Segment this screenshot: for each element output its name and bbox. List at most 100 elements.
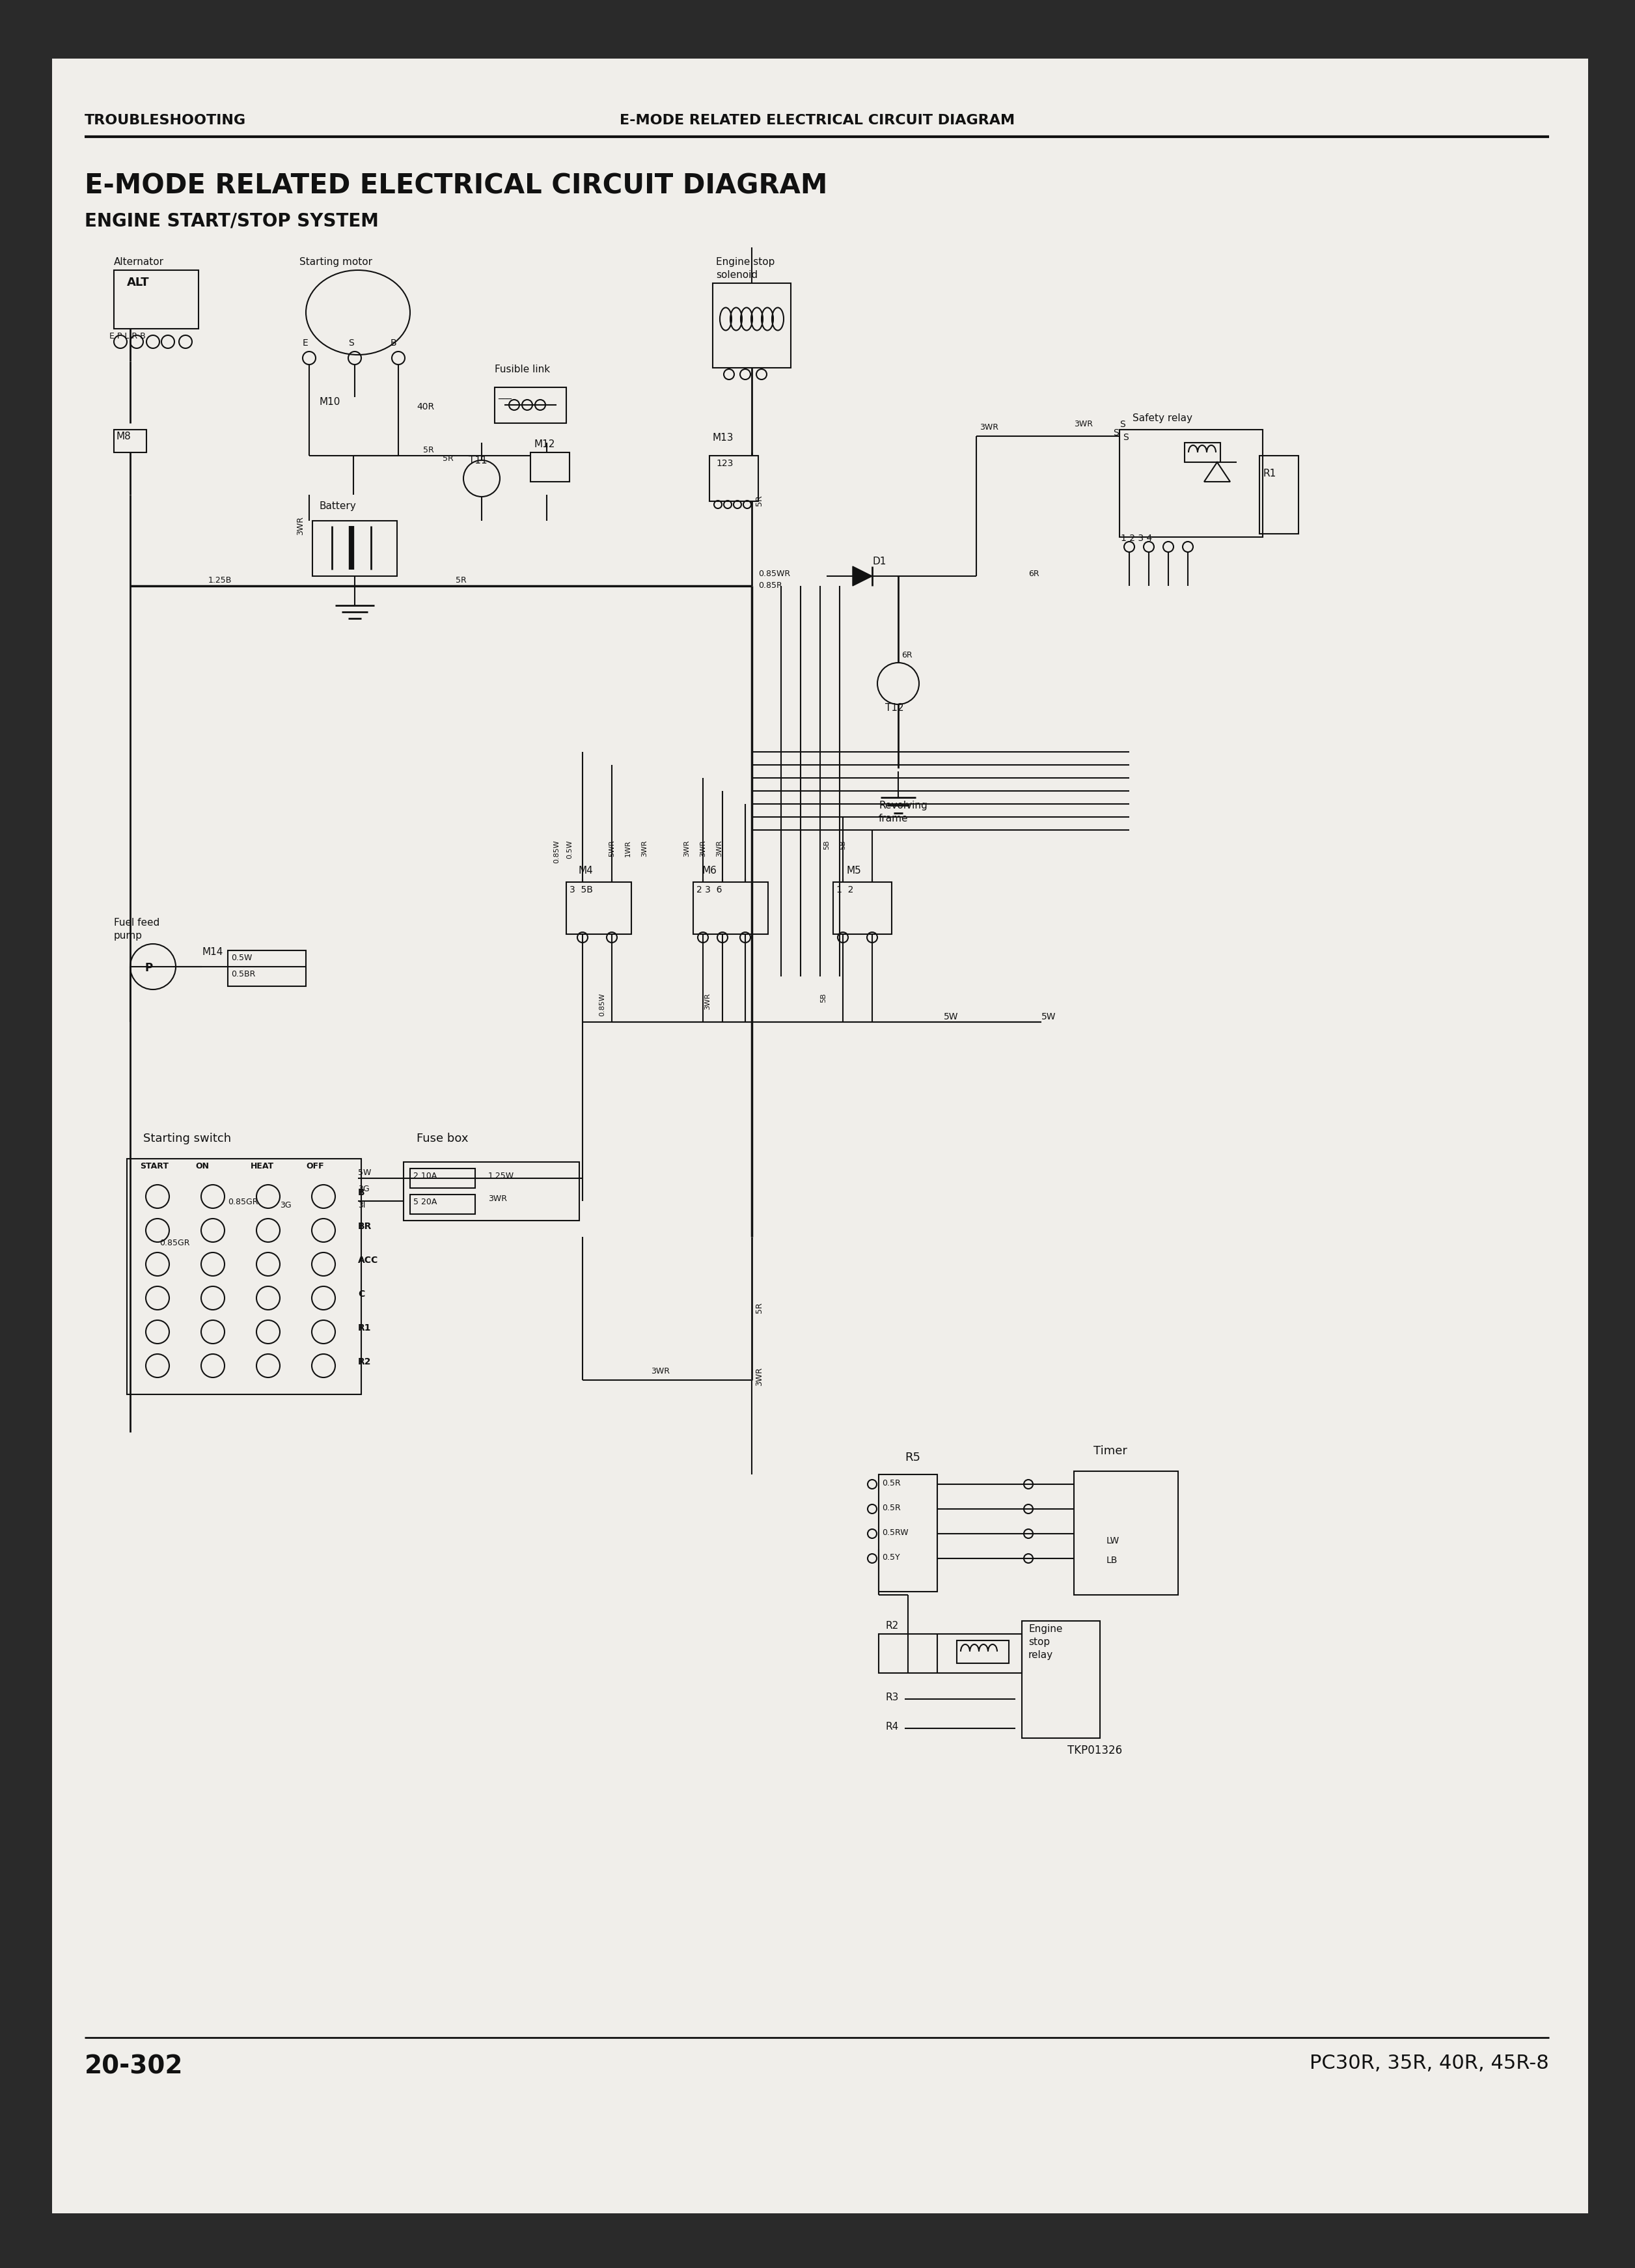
Bar: [1022, 1622, 1100, 1737]
Bar: [878, 1633, 1022, 1674]
Text: E: E: [302, 338, 309, 347]
Text: 1.25B: 1.25B: [208, 576, 232, 585]
Bar: [410, 1195, 476, 1213]
Text: Revolving: Revolving: [878, 801, 927, 810]
Text: 1  2: 1 2: [837, 885, 853, 894]
Text: 5B: 5B: [840, 839, 847, 848]
Text: S: S: [1120, 420, 1125, 429]
Bar: [530, 451, 569, 481]
Bar: [693, 882, 768, 934]
Text: E-MODE RELATED ELECTRICAL CIRCUIT DIAGRAM: E-MODE RELATED ELECTRICAL CIRCUIT DIAGRA…: [620, 113, 1015, 127]
Text: 3WR: 3WR: [651, 1368, 670, 1374]
Text: 6R: 6R: [901, 651, 912, 660]
Text: Engine stop: Engine stop: [716, 256, 775, 268]
Text: D1: D1: [871, 556, 886, 567]
Text: 3WR: 3WR: [489, 1195, 507, 1202]
Text: pump: pump: [114, 930, 142, 941]
Text: stop: stop: [1028, 1637, 1050, 1647]
Text: 5WR: 5WR: [608, 839, 615, 857]
Text: 0.5RW: 0.5RW: [881, 1529, 909, 1538]
Text: 0.5BR: 0.5BR: [231, 971, 255, 978]
Text: E-MODE RELATED ELECTRICAL CIRCUIT DIAGRAM: E-MODE RELATED ELECTRICAL CIRCUIT DIAGRA…: [85, 172, 827, 200]
Bar: [128, 1159, 361, 1395]
Text: Fuse box: Fuse box: [417, 1132, 468, 1145]
Text: R1: R1: [1262, 469, 1275, 479]
Text: 5B: 5B: [821, 993, 827, 1002]
Text: C: C: [358, 1290, 365, 1300]
Text: R1: R1: [358, 1325, 371, 1334]
Text: 0.85WR: 0.85WR: [759, 569, 790, 578]
Text: Battery: Battery: [319, 501, 356, 510]
Bar: [878, 1474, 937, 1592]
Text: P: P: [144, 962, 152, 973]
Text: 2 10A: 2 10A: [414, 1173, 437, 1179]
Text: M8: M8: [116, 431, 131, 442]
Bar: [1120, 429, 1262, 538]
Text: M4: M4: [579, 866, 594, 875]
Text: frame: frame: [878, 814, 909, 823]
Text: 2 3  6: 2 3 6: [697, 885, 723, 894]
Text: M5: M5: [847, 866, 862, 875]
Text: ENGINE START/STOP SYSTEM: ENGINE START/STOP SYSTEM: [85, 211, 379, 229]
Text: 3  5B: 3 5B: [569, 885, 594, 894]
Bar: [114, 429, 147, 451]
Text: 3WR: 3WR: [683, 839, 690, 857]
Text: S: S: [348, 338, 353, 347]
Polygon shape: [852, 567, 871, 585]
Text: T12: T12: [885, 703, 904, 712]
Text: 5R: 5R: [443, 454, 453, 463]
Text: Starting motor: Starting motor: [299, 256, 373, 268]
Bar: [1185, 442, 1220, 463]
Text: 3WR: 3WR: [755, 1368, 764, 1386]
Text: 3G: 3G: [358, 1184, 370, 1193]
Text: 40R: 40R: [417, 401, 435, 411]
Text: PC30R, 35R, 40R, 45R-8: PC30R, 35R, 40R, 45R-8: [1310, 2055, 1548, 2073]
Bar: [1259, 456, 1298, 533]
Text: B: B: [391, 338, 397, 347]
Text: 0.5Y: 0.5Y: [881, 1554, 899, 1563]
Text: R3: R3: [885, 1692, 899, 1703]
Bar: [114, 270, 198, 329]
Bar: [956, 1640, 1009, 1662]
Text: START: START: [141, 1161, 168, 1170]
Text: 1 2 3 4: 1 2 3 4: [1122, 533, 1153, 542]
Text: LW: LW: [1107, 1535, 1120, 1545]
Text: relay: relay: [1028, 1651, 1053, 1660]
Text: ON: ON: [195, 1161, 209, 1170]
Text: 0.5W: 0.5W: [566, 839, 572, 857]
Text: 5R: 5R: [423, 447, 433, 454]
Text: 5B: 5B: [824, 839, 831, 848]
Bar: [566, 882, 631, 934]
Text: 3l: 3l: [358, 1202, 365, 1209]
Text: 3WR: 3WR: [705, 993, 711, 1009]
Text: ___: ___: [499, 390, 512, 399]
Text: 3WR: 3WR: [641, 839, 647, 857]
Text: M12: M12: [533, 440, 554, 449]
Text: S: S: [1113, 429, 1118, 438]
Text: ALT: ALT: [128, 277, 149, 288]
Text: 3WR: 3WR: [979, 424, 999, 431]
Text: TROUBLESHOOTING: TROUBLESHOOTING: [85, 113, 247, 127]
Text: M6: M6: [701, 866, 716, 875]
Text: 0.85W: 0.85W: [598, 993, 605, 1016]
Text: M13: M13: [713, 433, 734, 442]
Text: 1.25W: 1.25W: [489, 1173, 515, 1179]
Text: Safety relay: Safety relay: [1133, 413, 1192, 424]
Text: B: B: [358, 1188, 365, 1198]
Bar: [713, 284, 791, 367]
Bar: [710, 456, 759, 501]
Text: Fuel feed: Fuel feed: [114, 919, 160, 928]
Text: 5W: 5W: [943, 1012, 958, 1021]
Text: E P L R B: E P L R B: [110, 331, 146, 340]
Text: BR: BR: [358, 1222, 371, 1232]
Text: R5: R5: [904, 1452, 921, 1463]
Text: S: S: [1123, 433, 1128, 442]
Text: 0.85GR: 0.85GR: [160, 1238, 190, 1247]
Bar: [227, 950, 306, 987]
Text: 0.5W: 0.5W: [231, 953, 252, 962]
Text: M10: M10: [319, 397, 340, 406]
Text: 0.5R: 0.5R: [881, 1479, 901, 1488]
Text: 123: 123: [716, 458, 732, 467]
Text: 20-302: 20-302: [85, 2055, 183, 2077]
Text: Alternator: Alternator: [114, 256, 163, 268]
